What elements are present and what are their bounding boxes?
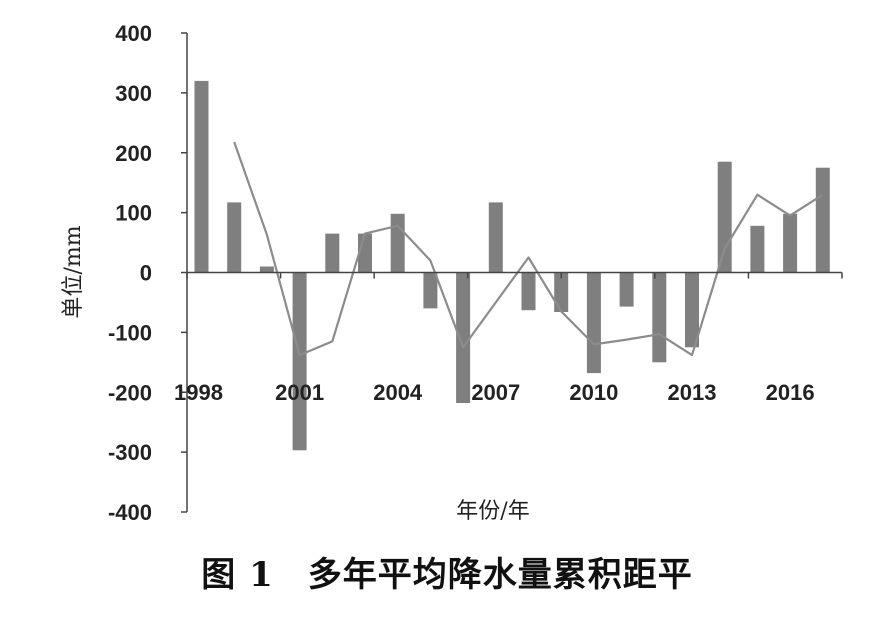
y-tick-label: 400 <box>115 21 152 46</box>
bar-group <box>194 80 830 451</box>
bar-2005 <box>423 272 438 309</box>
y-tick-label: 200 <box>115 141 152 166</box>
bar-2004 <box>390 213 405 273</box>
bar-2012 <box>652 272 667 363</box>
x-tick-label: 2013 <box>668 380 717 405</box>
bar-2007 <box>488 202 503 273</box>
bar-2013 <box>685 272 699 348</box>
bar-1998 <box>194 80 209 273</box>
bar-2001 <box>292 272 307 451</box>
chart: 400 300 200 100 0 -100 -200 -300 -400 1998 2001 20… <box>61 21 843 525</box>
bar-2017 <box>815 167 830 273</box>
figure-caption: 图 1 多年平均降水量累积距平 <box>0 547 894 596</box>
bar-1999 <box>227 202 242 273</box>
y-tick-label: -400 <box>108 500 152 525</box>
figure-caption-text: 多年平均降水量累积距平 <box>307 555 693 595</box>
x-axis-title: 年份/年 <box>456 499 529 524</box>
x-tick-label: 2004 <box>373 380 423 405</box>
y-tick-label: -200 <box>108 380 152 405</box>
bar-2010 <box>586 272 601 374</box>
bar-2015 <box>750 225 765 273</box>
x-tick-labels: 1998 2001 2004 2007 2010 2013 2016 <box>174 380 815 405</box>
moving-average-line-group <box>233 141 824 357</box>
y-tick-label: 100 <box>115 201 152 226</box>
bar-2008 <box>521 272 536 311</box>
y-axis-title: 单位/mm <box>61 225 86 318</box>
y-tick-label: -100 <box>108 320 152 345</box>
y-tick-label: -300 <box>108 440 152 465</box>
bar-2006 <box>456 272 471 403</box>
y-tick-label: 300 <box>115 81 152 106</box>
x-tick-label: 2016 <box>766 380 815 405</box>
bar-2002 <box>325 233 340 273</box>
y-tick-labels: 400 300 200 100 0 -100 -200 -300 -400 <box>108 21 152 525</box>
bar-2000 <box>259 266 274 273</box>
x-tick-label: 2010 <box>569 380 618 405</box>
bar-2009 <box>554 272 569 312</box>
bar-2014 <box>717 161 732 273</box>
moving-average-line <box>233 141 824 357</box>
axes <box>181 32 843 513</box>
y-tick-label: 0 <box>140 261 152 286</box>
figure-number: 图 1 <box>201 555 274 595</box>
x-tick-label: 1998 <box>174 380 223 405</box>
bar-2011 <box>619 272 634 307</box>
x-tick-label: 2007 <box>471 380 520 405</box>
x-tick-label: 2001 <box>275 380 324 405</box>
bar-2016 <box>783 213 798 273</box>
